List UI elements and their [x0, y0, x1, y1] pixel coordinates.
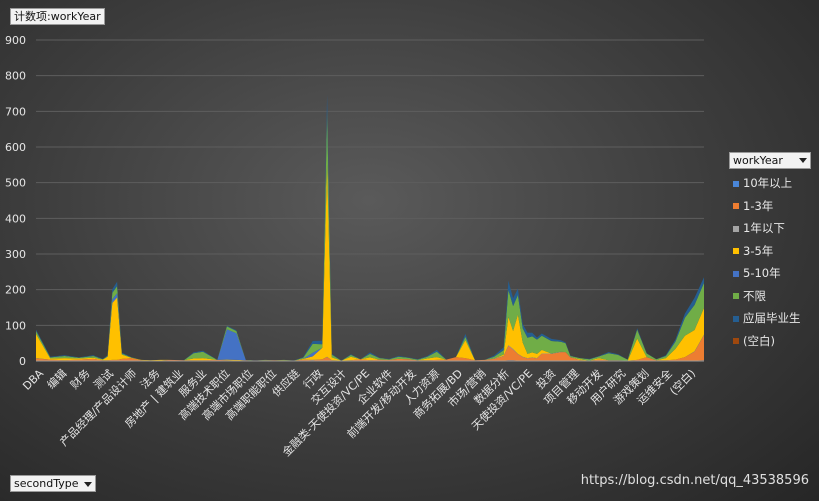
x-tick-label: 财务: [67, 366, 92, 391]
legend: 10年以上 1-3年 1年以下 3-5年 5-10年不限应届毕业生 (空白): [733, 176, 801, 356]
legend-item: 1-3年: [733, 199, 801, 222]
chevron-down-icon: [799, 158, 807, 163]
x-tick-label: (空白): [667, 366, 699, 398]
legend-label: 3-5年: [743, 243, 774, 258]
legend-swatch: [733, 293, 739, 299]
row-field-label: secondType: [14, 477, 79, 490]
legend-label: 应届毕业生: [743, 311, 801, 325]
legend-swatch: [733, 270, 739, 277]
area-series: [36, 94, 704, 361]
legend-swatch: [733, 248, 739, 254]
value-field-button[interactable]: 计数项:workYear: [10, 8, 105, 25]
area-series: [36, 164, 704, 361]
legend-filter-label: workYear: [733, 154, 783, 167]
chevron-down-icon: [83, 481, 92, 487]
legend-item: 5-10年: [733, 266, 801, 289]
legend-item: 1年以下: [733, 221, 801, 244]
legend-label: 5-10年: [743, 266, 781, 280]
legend-label: 1年以下: [743, 221, 785, 235]
legend-label: 1-3年: [743, 198, 774, 213]
area-series: [36, 110, 704, 361]
value-field-label: 计数项:workYear: [14, 10, 101, 23]
y-tick-label: 800: [5, 70, 26, 83]
area-series: [36, 164, 704, 361]
y-tick-label: 600: [5, 141, 26, 154]
x-tick-label: 编辑: [44, 366, 69, 391]
legend-filter-dropdown[interactable]: workYear: [729, 152, 811, 169]
y-tick-label: 100: [5, 319, 26, 332]
y-tick-label: 400: [5, 212, 26, 225]
legend-item: 3-5年: [733, 244, 801, 267]
legend-label: (空白): [743, 333, 775, 348]
legend-item: 不限: [733, 289, 801, 312]
legend-item: 10年以上: [733, 176, 801, 199]
legend-swatch: [733, 203, 739, 209]
y-tick-label: 700: [5, 105, 26, 118]
legend-label: 不限: [743, 288, 766, 303]
legend-swatch: [733, 180, 739, 187]
y-tick-label: 300: [5, 248, 26, 261]
x-tick-label: DBA: [20, 367, 46, 393]
area-series: [36, 94, 704, 361]
y-tick-label: 900: [5, 34, 26, 47]
legend-swatch: [733, 225, 739, 232]
legend-swatch: [733, 315, 739, 322]
watermark-text: https://blog.csdn.net/qq_43538596: [580, 473, 809, 488]
y-tick-label: 0: [19, 355, 26, 368]
y-tick-label: 500: [5, 177, 26, 190]
y-tick-label: 200: [5, 284, 26, 297]
legend-item: 应届毕业生: [733, 311, 801, 334]
legend-swatch: [733, 338, 739, 344]
legend-item: (空白): [733, 334, 801, 357]
legend-label: 10年以上: [743, 176, 793, 190]
row-field-dropdown[interactable]: secondType: [10, 475, 96, 492]
